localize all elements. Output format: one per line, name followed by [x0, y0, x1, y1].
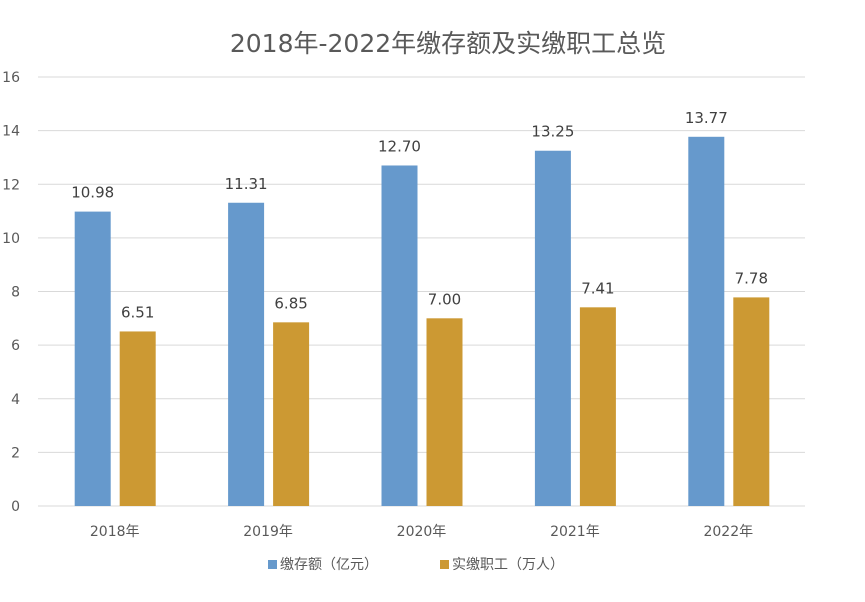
data-label: 6.85: [274, 294, 307, 312]
data-label: 7.00: [428, 290, 461, 308]
data-label: 11.31: [225, 175, 268, 193]
x-tick-label: 2019年: [243, 524, 293, 540]
legend-label: 实缴职工（万人）: [452, 557, 564, 573]
bar-deposit: [381, 165, 418, 506]
chart-title: 2018年-2022年缴存额及实缴职工总览: [230, 29, 666, 58]
x-tick-label: 2020年: [397, 524, 447, 540]
x-tick-label: 2021年: [550, 524, 600, 540]
bar-deposit: [688, 136, 725, 506]
data-label: 10.98: [71, 184, 114, 202]
y-tick-label: 16: [2, 70, 20, 86]
y-tick-label: 0: [11, 499, 20, 515]
bar-deposit: [228, 202, 265, 507]
data-label: 7.41: [581, 279, 614, 297]
data-label: 13.25: [531, 123, 574, 141]
y-tick-label: 14: [2, 124, 20, 140]
data-label: 12.70: [378, 137, 421, 155]
legend-swatch: [268, 560, 277, 569]
legend-swatch: [440, 560, 449, 569]
data-label: 7.78: [735, 269, 768, 287]
bar-workers: [273, 322, 310, 506]
bar-workers: [119, 331, 156, 506]
y-tick-label: 10: [2, 231, 20, 247]
data-label: 6.51: [121, 303, 154, 321]
bar-deposit: [74, 211, 111, 506]
bar-workers: [733, 297, 770, 506]
y-tick-label: 4: [11, 392, 20, 408]
legend-label: 缴存额（亿元）: [280, 557, 378, 573]
y-tick-label: 2: [11, 445, 20, 461]
bar-workers: [426, 318, 463, 506]
y-tick-label: 8: [11, 285, 20, 301]
data-label: 13.77: [685, 109, 728, 127]
bar-workers: [579, 307, 616, 506]
x-tick-label: 2022年: [703, 524, 753, 540]
x-tick-label: 2018年: [90, 524, 140, 540]
y-tick-label: 12: [2, 177, 20, 193]
bar-deposit: [534, 150, 571, 506]
y-tick-label: 6: [11, 338, 20, 354]
